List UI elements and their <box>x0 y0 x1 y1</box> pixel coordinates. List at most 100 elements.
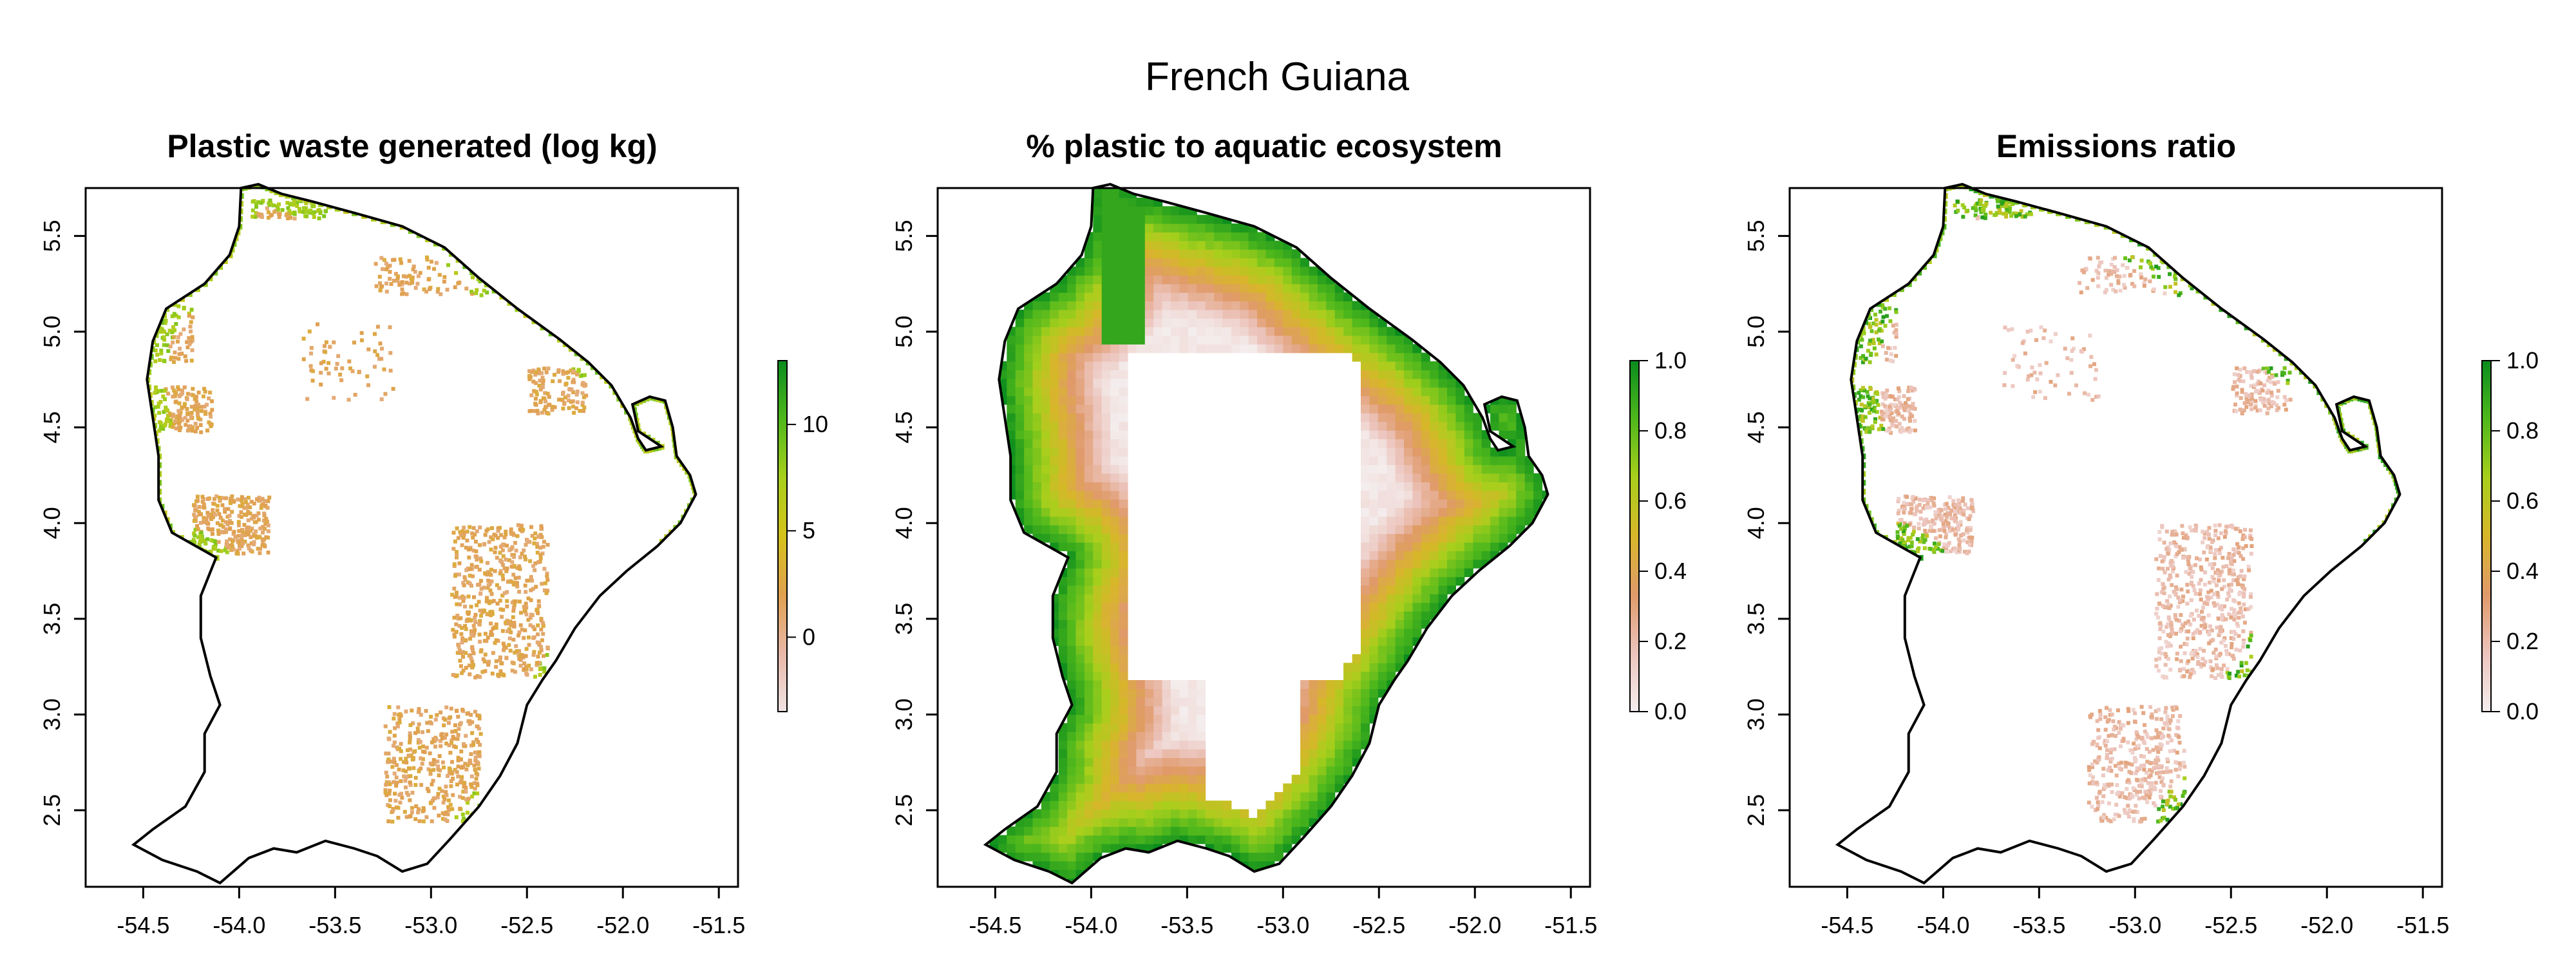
raster-cell <box>522 654 526 658</box>
raster-cell <box>1421 430 1430 439</box>
raster-cell <box>1136 714 1146 724</box>
raster-cell <box>1240 818 1249 827</box>
raster-cell <box>1369 430 1379 439</box>
raster-cell <box>469 605 473 609</box>
raster-cell <box>1507 456 1517 466</box>
raster-cell <box>1084 852 1094 862</box>
raster-cell <box>1404 611 1413 620</box>
raster-cell <box>1110 490 1120 500</box>
raster-cell <box>571 399 575 404</box>
raster-cell <box>225 539 229 544</box>
raster-cell <box>536 611 540 616</box>
raster-cell <box>395 724 400 729</box>
raster-cell <box>460 640 464 645</box>
raster-cell <box>1119 826 1128 836</box>
raster-cell <box>2175 651 2179 656</box>
raster-cell <box>464 767 469 772</box>
raster-cell <box>246 495 251 500</box>
raster-cell <box>159 348 164 353</box>
raster-cell <box>170 385 175 390</box>
raster-cell <box>1222 344 1232 354</box>
raster-cell <box>529 525 533 529</box>
raster-cell <box>2182 667 2186 671</box>
raster-cell <box>274 209 278 213</box>
raster-cell <box>1248 318 1258 328</box>
raster-cell <box>518 555 522 560</box>
raster-cell <box>1188 775 1197 784</box>
raster-cell <box>2244 661 2248 665</box>
raster-cell <box>1430 499 1439 508</box>
raster-cell <box>1093 283 1103 293</box>
x-tick-label: -53.5 <box>1160 912 1213 938</box>
raster-cell <box>316 209 320 213</box>
raster-cell <box>1197 826 1206 836</box>
raster-cell <box>1378 585 1387 594</box>
raster-cell <box>240 537 244 542</box>
raster-cell <box>1902 507 1906 511</box>
raster-cell <box>1464 404 1473 413</box>
raster-cell <box>252 501 256 506</box>
raster-cell <box>1473 542 1482 551</box>
raster-cell <box>1222 258 1232 267</box>
raster-cell <box>1948 512 1953 516</box>
raster-cell <box>1291 266 1301 276</box>
raster-cell <box>413 731 417 735</box>
raster-cell <box>1447 551 1456 560</box>
raster-cell <box>527 635 531 639</box>
raster-cell <box>1084 378 1094 388</box>
raster-cell <box>1464 507 1473 517</box>
raster-cell <box>1093 749 1103 758</box>
x-tick-label: -52.5 <box>1352 912 1405 938</box>
raster-cell <box>1058 749 1068 758</box>
raster-cell <box>2198 647 2202 651</box>
raster-cell <box>1248 860 1258 870</box>
raster-cell <box>1101 352 1111 362</box>
raster-cell <box>459 766 464 770</box>
raster-cell <box>453 285 457 289</box>
raster-cell <box>1101 791 1111 801</box>
raster-cell <box>1240 344 1249 354</box>
raster-cell <box>1291 800 1301 810</box>
raster-cell <box>1032 421 1042 431</box>
raster-cell <box>1015 844 1025 853</box>
raster-cell <box>2184 642 2189 647</box>
raster-cell <box>998 844 1007 853</box>
raster-cell <box>1897 389 1902 393</box>
raster-cell <box>1041 447 1050 457</box>
raster-cell <box>535 640 540 645</box>
raster-cell <box>1101 723 1111 732</box>
raster-cell <box>566 370 571 374</box>
raster-cell <box>1447 464 1456 474</box>
raster-cell <box>2188 566 2192 571</box>
raster-cell <box>2233 612 2238 616</box>
raster-cell <box>1110 283 1120 293</box>
raster-cell <box>2238 529 2242 533</box>
raster-cell <box>1248 826 1258 836</box>
raster-cell <box>2236 526 2240 531</box>
raster-cell <box>1179 740 1189 750</box>
raster-cell <box>1378 525 1387 535</box>
raster-cell <box>527 377 532 381</box>
raster-cell <box>1128 697 1137 706</box>
raster-cell <box>1395 395 1405 405</box>
raster-cell <box>531 652 536 657</box>
raster-cell <box>2217 633 2221 638</box>
raster-cell <box>182 404 187 409</box>
raster-cell <box>475 791 480 795</box>
raster-cell <box>1093 258 1103 267</box>
raster-cell <box>455 737 460 741</box>
raster-cell <box>1965 506 1970 511</box>
raster-cell <box>386 752 391 756</box>
raster-cell <box>567 406 571 410</box>
raster-cell <box>489 579 494 583</box>
raster-cell <box>1101 482 1111 491</box>
raster-cell <box>1438 370 1448 379</box>
raster-cell <box>1153 223 1163 232</box>
raster-cell <box>247 546 251 551</box>
raster-cell <box>486 585 490 590</box>
raster-cell <box>491 627 495 630</box>
raster-cell <box>1291 249 1301 259</box>
raster-cell <box>1188 740 1197 750</box>
raster-cell <box>1309 292 1318 301</box>
raster-cell <box>213 497 216 501</box>
